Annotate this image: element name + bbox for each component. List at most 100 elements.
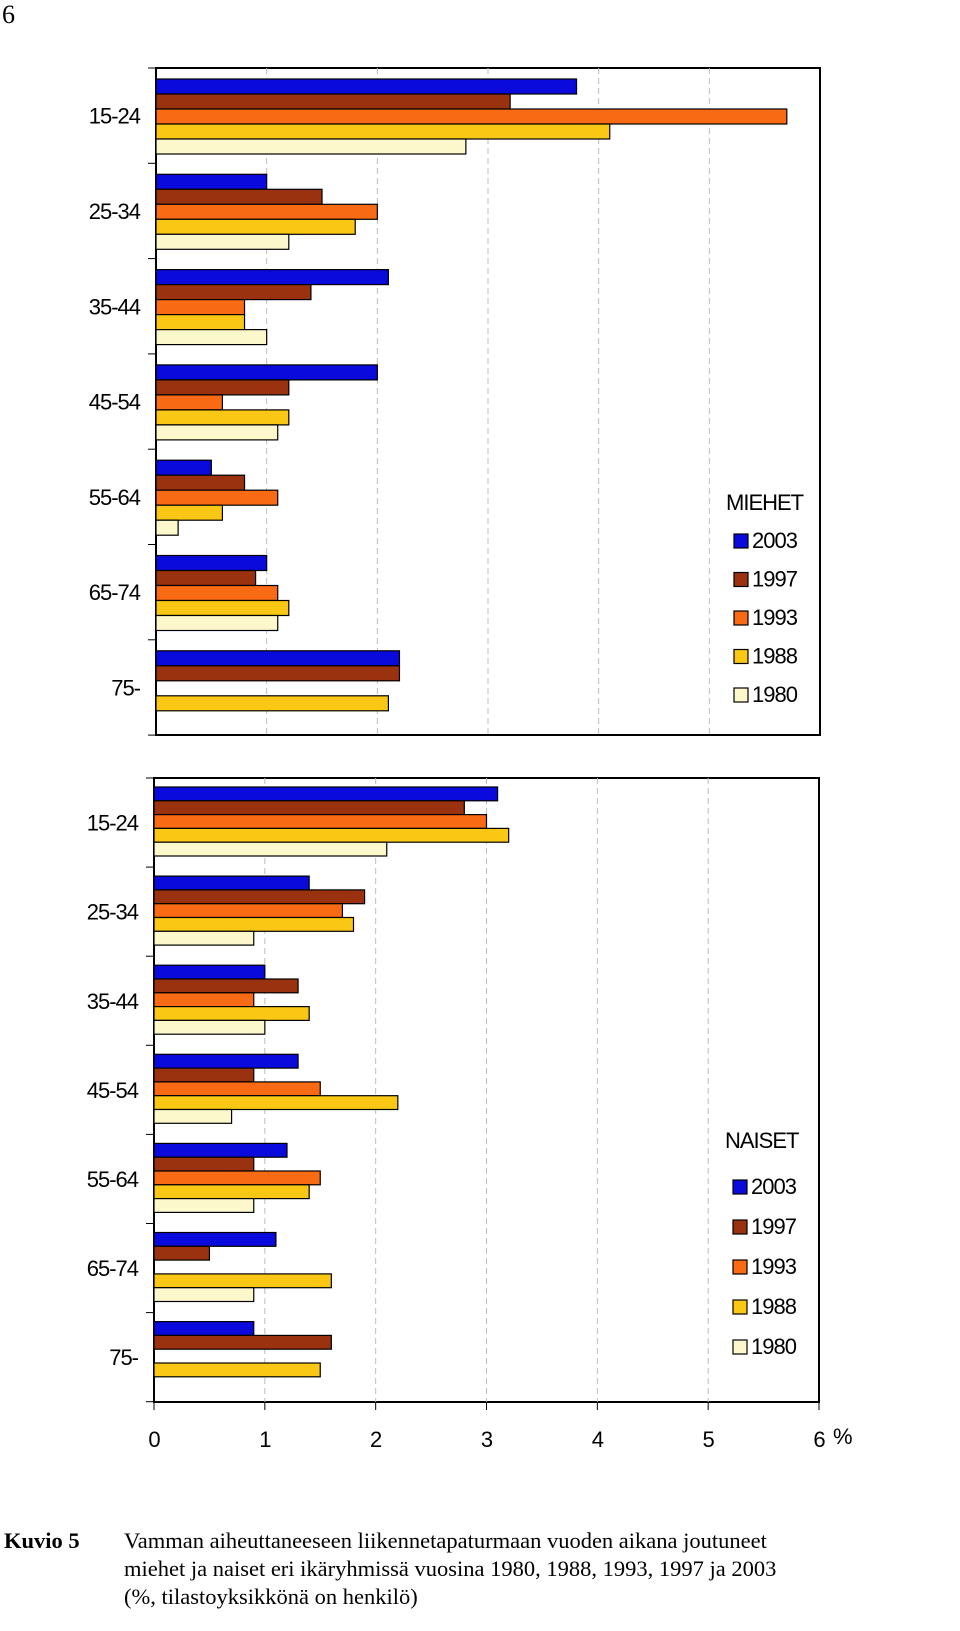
bar-1997-55-64 xyxy=(155,474,246,491)
bar-1993-15-24 xyxy=(155,108,788,125)
bar-1980-25-34 xyxy=(153,930,255,946)
bar-2003-55-64 xyxy=(153,1142,288,1158)
bar-2003-45-54 xyxy=(153,1053,299,1069)
bar-1988-75- xyxy=(153,1362,321,1378)
legend-label-2003: 2003 xyxy=(751,1174,797,1199)
bar-1997-25-34 xyxy=(155,188,323,205)
legend-swatch-2003 xyxy=(732,1179,748,1195)
bar-2003-15-24 xyxy=(155,78,578,95)
legend-swatch-1988 xyxy=(732,1299,748,1315)
category-label: 15-24 xyxy=(89,104,141,129)
bar-1993-45-54 xyxy=(155,394,224,411)
bar-2003-35-44 xyxy=(155,269,389,286)
category-label: 45-54 xyxy=(87,1078,139,1103)
bar-1988-65-74 xyxy=(153,1273,332,1289)
bar-1988-15-24 xyxy=(155,123,611,140)
bar-1997-55-64 xyxy=(153,1156,255,1172)
chart-naiset: 15-24 25-34 35-44 45-54 55-64 65-74 75- NAISET 2… xyxy=(87,777,853,1452)
legend-swatch-1988 xyxy=(733,648,749,665)
bar-1993-15-24 xyxy=(153,813,488,829)
bar-1988-55-64 xyxy=(153,1184,310,1200)
x-unit-label: % xyxy=(833,1424,852,1449)
caption-label: Kuvio 5 xyxy=(4,1528,80,1553)
category-label: 35-44 xyxy=(89,294,141,319)
bar-1997-45-54 xyxy=(155,379,290,396)
bar-1993-55-64 xyxy=(153,1170,321,1186)
legend-label-2003: 2003 xyxy=(752,528,798,553)
bar-1988-55-64 xyxy=(155,504,224,521)
bar-chart-figure: 15-24 25-34 35-44 45-54 55-64 65-74 75- MIEHET 2… xyxy=(87,67,853,1452)
legend-swatch-1980 xyxy=(733,687,749,703)
legend-label-1980: 1980 xyxy=(752,682,798,707)
bar-1997-25-34 xyxy=(153,889,366,905)
page-number: 6 xyxy=(2,0,15,29)
legend-label-1993: 1993 xyxy=(752,605,798,630)
bar-1988-25-34 xyxy=(153,916,355,932)
caption-text: Vamman aiheuttaneeseen liikennetapaturma… xyxy=(124,1527,960,1611)
bar-1988-25-34 xyxy=(155,218,356,235)
category-label: 65-74 xyxy=(87,1256,139,1281)
bar-2003-75- xyxy=(153,1320,255,1336)
category-label: 65-74 xyxy=(89,580,141,605)
category-label: 55-64 xyxy=(87,1167,139,1192)
bar-1997-15-24 xyxy=(153,800,465,816)
x-tick-label: 3 xyxy=(481,1427,493,1452)
bar-1993-25-34 xyxy=(155,203,378,220)
category-label: 75- xyxy=(109,1345,138,1370)
bar-1997-45-54 xyxy=(153,1067,255,1083)
bar-1997-35-44 xyxy=(155,284,312,301)
bar-1997-75- xyxy=(153,1334,332,1350)
category-label: 15-24 xyxy=(87,811,139,836)
x-tick-label: 4 xyxy=(592,1427,604,1452)
bar-1988-65-74 xyxy=(155,599,290,617)
legend-swatch-1993 xyxy=(733,610,749,626)
legend-swatch-2003 xyxy=(733,533,749,549)
bar-1997-65-74 xyxy=(155,569,257,587)
legend-label-1988: 1988 xyxy=(752,644,798,669)
legend-label-1997: 1997 xyxy=(751,1214,797,1239)
legend-swatch-1980 xyxy=(732,1339,748,1355)
legend-title: MIEHET xyxy=(726,490,804,515)
bar-1980-55-64 xyxy=(155,519,179,536)
bar-1988-35-44 xyxy=(153,1005,310,1021)
bar-2003-15-24 xyxy=(153,786,499,802)
x-tick-label: 2 xyxy=(370,1427,382,1452)
bar-1980-55-64 xyxy=(153,1197,255,1213)
bar-1980-65-74 xyxy=(153,1287,255,1303)
bar-2003-75- xyxy=(155,650,401,667)
x-tick-label: 5 xyxy=(703,1427,715,1452)
legend-swatch-1997 xyxy=(733,571,749,588)
legend-label-1988: 1988 xyxy=(751,1294,797,1319)
bar-1988-35-44 xyxy=(155,314,246,331)
bar-1980-15-24 xyxy=(155,138,467,155)
bar-2003-55-64 xyxy=(155,459,212,476)
legend-swatch-1993 xyxy=(732,1259,748,1275)
category-label: 75- xyxy=(111,675,140,700)
bar-1980-35-44 xyxy=(155,329,268,346)
category-label: 25-34 xyxy=(87,900,139,925)
bar-2003-45-54 xyxy=(155,364,378,381)
category-label: 45-54 xyxy=(89,390,141,415)
category-label: 35-44 xyxy=(87,989,139,1014)
bar-1988-45-54 xyxy=(155,409,290,426)
bar-2003-25-34 xyxy=(153,875,310,891)
bar-1993-65-74 xyxy=(155,584,279,602)
x-tick-label: 1 xyxy=(259,1427,271,1452)
bar-2003-65-74 xyxy=(155,554,268,572)
bar-1988-15-24 xyxy=(153,827,510,843)
bar-1988-45-54 xyxy=(153,1095,399,1111)
category-label: 55-64 xyxy=(89,485,141,510)
bar-1993-55-64 xyxy=(155,489,279,506)
caption-line: (%, tilastoyksikkönä on henkilö) xyxy=(124,1584,418,1609)
bar-1993-35-44 xyxy=(155,299,246,316)
bar-1997-75- xyxy=(155,665,401,682)
bar-1980-65-74 xyxy=(155,614,279,632)
caption-line: miehet ja naiset eri ikäryhmissä vuosina… xyxy=(124,1556,777,1581)
bar-2003-35-44 xyxy=(153,964,266,980)
bar-2003-65-74 xyxy=(153,1231,277,1247)
chart-miehet: 15-24 25-34 35-44 45-54 55-64 65-74 75- MIEHET 2… xyxy=(89,67,821,736)
x-tick-label: 6 xyxy=(813,1427,825,1452)
bar-1997-15-24 xyxy=(155,93,511,110)
x-tick-label: 0 xyxy=(148,1427,160,1452)
legend-title: NAISET xyxy=(725,1128,799,1153)
